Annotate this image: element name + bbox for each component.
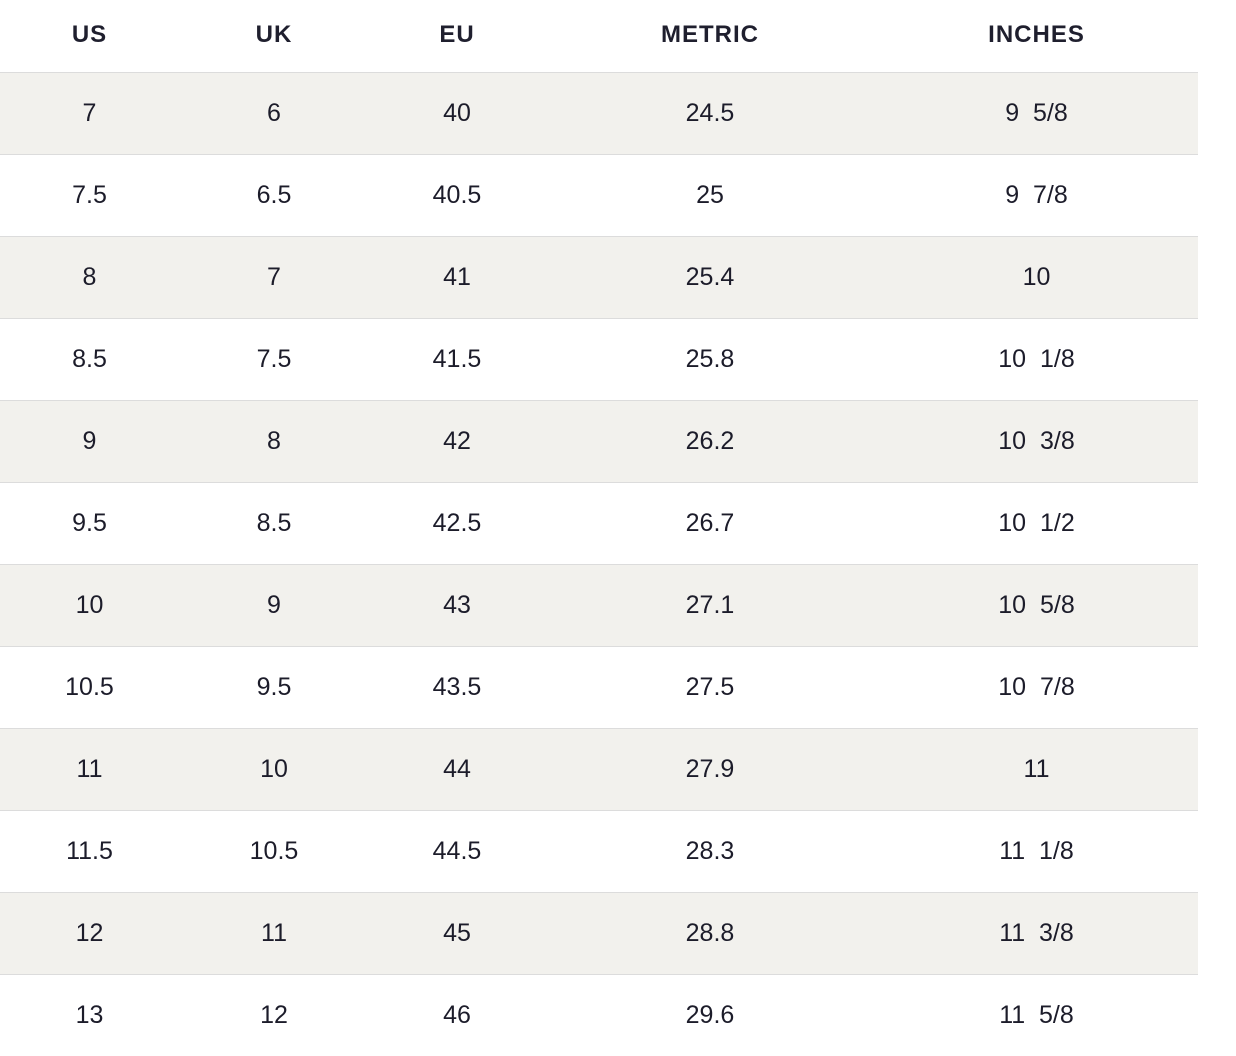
size-cell-metric: 26.7 — [545, 483, 875, 565]
size-cell-eu: 43.5 — [369, 647, 545, 729]
size-chart-header: US UK EU METRIC INCHES — [0, 0, 1198, 73]
size-cell-inches: 11 — [875, 729, 1198, 811]
size-cell-metric: 27.9 — [545, 729, 875, 811]
size-cell-us: 10.5 — [0, 647, 179, 729]
size-cell-inches: 10 7/8 — [875, 647, 1198, 729]
size-cell-inches: 9 5/8 — [875, 73, 1198, 155]
size-cell-metric: 25.4 — [545, 237, 875, 319]
size-cell-us: 13 — [0, 975, 179, 1056]
size-cell-us: 7 — [0, 73, 179, 155]
size-cell-inches: 10 5/8 — [875, 565, 1198, 647]
size-cell-uk: 7.5 — [179, 319, 369, 401]
size-cell-metric: 25 — [545, 155, 875, 237]
size-cell-uk: 9.5 — [179, 647, 369, 729]
size-cell-uk: 8 — [179, 401, 369, 483]
size-cell-uk: 11 — [179, 893, 369, 975]
size-cell-uk: 7 — [179, 237, 369, 319]
size-cell-eu: 40.5 — [369, 155, 545, 237]
size-cell-eu: 41.5 — [369, 319, 545, 401]
size-cell-eu: 41 — [369, 237, 545, 319]
size-cell-uk: 10 — [179, 729, 369, 811]
size-cell-inches: 10 1/8 — [875, 319, 1198, 401]
size-cell-uk: 8.5 — [179, 483, 369, 565]
size-cell-eu: 43 — [369, 565, 545, 647]
size-cell-uk: 6 — [179, 73, 369, 155]
size-cell-us: 9 — [0, 401, 179, 483]
size-cell-inches: 10 1/2 — [875, 483, 1198, 565]
column-header-inches: INCHES — [875, 0, 1198, 73]
size-cell-eu: 46 — [369, 975, 545, 1056]
size-cell-eu: 44.5 — [369, 811, 545, 893]
size-cell-inches: 11 5/8 — [875, 975, 1198, 1056]
size-cell-inches: 9 7/8 — [875, 155, 1198, 237]
size-cell-metric: 28.8 — [545, 893, 875, 975]
size-cell-uk: 6.5 — [179, 155, 369, 237]
size-cell-eu: 44 — [369, 729, 545, 811]
size-cell-us: 11 — [0, 729, 179, 811]
size-cell-us: 9.5 — [0, 483, 179, 565]
column-header-metric: METRIC — [545, 0, 875, 73]
size-cell-inches: 11 1/8 — [875, 811, 1198, 893]
size-cell-eu: 45 — [369, 893, 545, 975]
header-row: US UK EU METRIC INCHES — [0, 0, 1198, 73]
size-cell-us: 7.5 — [0, 155, 179, 237]
size-cell-metric: 24.5 — [545, 73, 875, 155]
size-cell-us: 8 — [0, 237, 179, 319]
size-cell-inches: 11 3/8 — [875, 893, 1198, 975]
size-cell-metric: 27.1 — [545, 565, 875, 647]
size-cell-metric: 28.3 — [545, 811, 875, 893]
size-cell-uk: 10.5 — [179, 811, 369, 893]
size-cell-us: 12 — [0, 893, 179, 975]
size-cell-us: 8.5 — [0, 319, 179, 401]
column-header-eu: EU — [369, 0, 545, 73]
size-cell-uk: 9 — [179, 565, 369, 647]
column-header-us: US — [0, 0, 179, 73]
size-cell-metric: 26.2 — [545, 401, 875, 483]
size-cell-metric: 25.8 — [545, 319, 875, 401]
size-cell-eu: 42 — [369, 401, 545, 483]
size-cell-metric: 29.6 — [545, 975, 875, 1056]
size-cell-uk: 12 — [179, 975, 369, 1056]
size-cell-eu: 40 — [369, 73, 545, 155]
size-cell-inches: 10 — [875, 237, 1198, 319]
column-header-uk: UK — [179, 0, 369, 73]
size-cell-us: 11.5 — [0, 811, 179, 893]
size-cell-metric: 27.5 — [545, 647, 875, 729]
size-cell-eu: 42.5 — [369, 483, 545, 565]
size-cell-us: 10 — [0, 565, 179, 647]
size-cell-inches: 10 3/8 — [875, 401, 1198, 483]
